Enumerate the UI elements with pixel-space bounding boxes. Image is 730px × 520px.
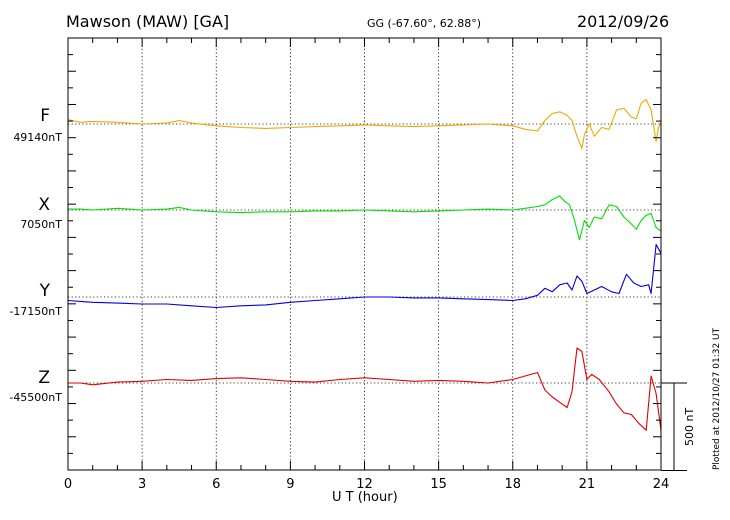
grid-layer (141, 38, 588, 470)
series-name-f: F (40, 106, 50, 126)
station-title: Mawson (MAW) [GA] (66, 12, 230, 31)
series-name-y: Y (39, 281, 50, 301)
plotted-timestamp: Plotted at 2012/10/27 01:32 UT (712, 327, 722, 470)
series-line-y (67, 243, 662, 309)
x-tick-label-6: 6 (212, 477, 220, 492)
x-tick-label-0: 0 (64, 477, 72, 492)
series-line-f (67, 98, 662, 150)
date-title: 2012/09/26 (577, 12, 670, 31)
series-name-z: Z (38, 368, 50, 388)
tick-layer: 0 3 6 9 12 15 18 21 24 (64, 37, 670, 492)
x-axis-label: U T (hour) (332, 490, 398, 505)
series-name-x: X (38, 195, 50, 215)
series-layer (67, 98, 662, 431)
baseline-label-y: -17150nT (9, 305, 62, 318)
x-tick-label-15: 15 (430, 477, 447, 492)
geographic-coordinates: GG (-67.60°, 62.88°) (367, 17, 482, 30)
baseline-label-z: -45500nT (9, 391, 62, 404)
x-tick-label-9: 9 (286, 477, 294, 492)
x-tick-label-12: 12 (356, 477, 373, 492)
x-tick-label-21: 21 (579, 477, 596, 492)
scale-bar-label: 500 nT (683, 407, 696, 446)
scale-bar (661, 382, 687, 471)
series-line-z (68, 347, 662, 431)
baseline-label-x: 7050nT (20, 218, 62, 231)
series-line-x (68, 195, 662, 241)
x-tick-label-18: 18 (504, 477, 521, 492)
baseline-layer (68, 123, 661, 384)
x-tick-label-24: 24 (653, 477, 670, 492)
x-tick-label-3: 3 (138, 477, 146, 492)
baseline-label-f: 49140nT (13, 131, 62, 144)
